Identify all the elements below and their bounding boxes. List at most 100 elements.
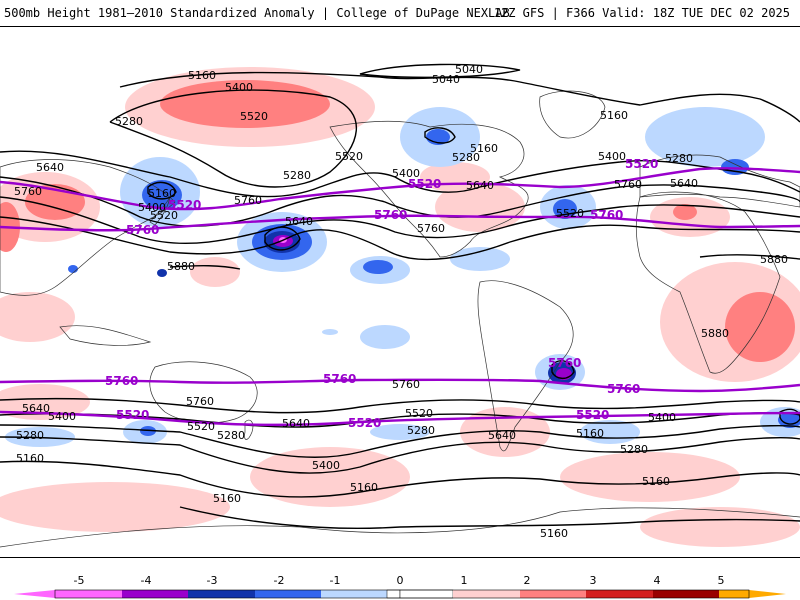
coast-antarctica [0, 507, 800, 548]
label-5160: 5160 [576, 427, 604, 440]
anomaly-pos-us-east [435, 182, 525, 232]
coast-north-america [329, 120, 529, 258]
hl-label-5520: 5520 [168, 198, 201, 212]
coast-africa [635, 191, 781, 374]
anomaly-pos-africa-core [725, 292, 795, 362]
colorbar-tick: -5 [73, 574, 85, 587]
hl-label-5760: 5760 [323, 372, 356, 386]
label-5760: 5760 [14, 185, 42, 198]
anomaly-neg-caribbean [450, 247, 510, 271]
label-5520: 5520 [556, 207, 584, 220]
label-5040: 5040 [432, 73, 460, 86]
anomaly-neg-hawaii-core [363, 260, 393, 274]
colorbar-tick: 2 [523, 574, 531, 587]
label-5400: 5400 [648, 411, 676, 424]
contour-small-low-aleutian [147, 181, 177, 200]
colorbar-arrow-left [14, 590, 55, 598]
anomaly-neg-eq-pacific [360, 325, 410, 349]
hl-label-5520: 5520 [348, 416, 381, 430]
hl-label-5760: 5760 [105, 374, 138, 388]
label-5640: 5640 [22, 402, 50, 415]
label-5640: 5640 [466, 179, 494, 192]
colorbar: -5 -4 -3 -2 -1 0 1 2 3 4 5 [0, 570, 800, 600]
coast-greenland [539, 90, 606, 139]
label-5160: 5160 [16, 452, 44, 465]
anomaly-neg-aleutian-core [142, 180, 182, 210]
label-5280: 5280 [407, 424, 435, 437]
colorbar-swatch [55, 590, 122, 598]
label-5160: 5160 [148, 187, 176, 200]
anomaly-neg-eq-dot [322, 329, 338, 335]
colorbar-swatch [255, 590, 321, 598]
label-5640: 5640 [36, 161, 64, 174]
label-5760: 5760 [614, 178, 642, 191]
highlight-5760-n [0, 214, 800, 232]
label-5520: 5520 [240, 110, 268, 123]
coast-asia-west [0, 159, 176, 296]
contour-5160-s [0, 460, 800, 498]
colorbar-outline [54, 589, 750, 599]
contour-5400-n [0, 150, 800, 198]
colorbar-tick: 0 [396, 574, 404, 587]
map-panel[interactable]: 5040 5040 5160 5160 5160 5160 5160 5160 … [0, 26, 800, 558]
colorbar-tick: 1 [460, 574, 468, 587]
anomaly-neg-s-ocean-w [5, 427, 75, 447]
label-5520: 5520 [187, 420, 215, 433]
colorbar-swatch [321, 590, 387, 598]
label-5280: 5280 [283, 169, 311, 182]
highlight-5520-s [0, 410, 800, 427]
colorbar-tick: 5 [717, 574, 725, 587]
label-5640: 5640 [488, 429, 516, 442]
hl-label-5760: 5760 [374, 208, 407, 222]
contour-5880-n [169, 254, 800, 270]
label-5280: 5280 [16, 429, 44, 442]
label-5040: 5040 [455, 63, 483, 76]
label-5640: 5640 [285, 215, 313, 228]
label-5880: 5880 [760, 253, 788, 266]
anomaly-neg-china-dot [68, 265, 78, 273]
label-5160: 5160 [470, 142, 498, 155]
coast-new-zealand [244, 419, 254, 440]
hl-label-5520: 5520 [116, 408, 149, 422]
anomaly-shading [0, 67, 800, 547]
run-info: 12Z GFS | F366 Valid: 18Z TUE DEC 02 202… [493, 6, 790, 20]
label-5280: 5280 [620, 443, 648, 456]
hl-label-5520: 5520 [576, 408, 609, 422]
contour-small-pacific-low [264, 226, 301, 251]
hl-label-5760: 5760 [590, 208, 623, 222]
contour-5040-n [359, 63, 521, 79]
anomaly-pos-s-pacific [250, 447, 410, 507]
contour-5280-s [0, 436, 800, 474]
highlight-5760-s [0, 378, 800, 393]
colorbar-swatch [122, 590, 188, 598]
label-5160: 5160 [540, 527, 568, 540]
colorbar-svg [14, 589, 786, 599]
coast-australia [149, 361, 258, 424]
contour-small-low-samerica [551, 360, 575, 380]
coastlines [0, 90, 800, 548]
label-5400: 5400 [225, 81, 253, 94]
label-5160: 5160 [188, 69, 216, 82]
label-5400: 5400 [312, 459, 340, 472]
hl-label-5760: 5760 [126, 223, 159, 237]
colorbar-swatch [188, 590, 255, 598]
colorbar-arrow-right [749, 590, 786, 598]
label-5760: 5760 [417, 222, 445, 235]
label-5400: 5400 [392, 167, 420, 180]
label-5520: 5520 [335, 150, 363, 163]
contour-labels: 5040 5040 5160 5160 5160 5160 5160 5160 … [14, 63, 788, 540]
contour-small-low-canada [424, 127, 456, 144]
label-5400: 5400 [48, 410, 76, 423]
map-svg: 5040 5040 5160 5160 5160 5160 5160 5160 … [0, 63, 800, 548]
anomaly-neg-scandinavia [645, 107, 765, 167]
hl-label-5520: 5520 [408, 177, 441, 191]
height-contours [0, 63, 800, 529]
colorbar-swatch [520, 590, 586, 598]
colorbar-swatch [399, 589, 454, 599]
colorbar-swatch [586, 590, 653, 598]
label-5880: 5880 [701, 327, 729, 340]
label-5160: 5160 [213, 492, 241, 505]
anomaly-pos-pac-mid [190, 257, 240, 287]
contour-5520-s [0, 412, 800, 428]
colorbar-swatch [453, 590, 520, 598]
